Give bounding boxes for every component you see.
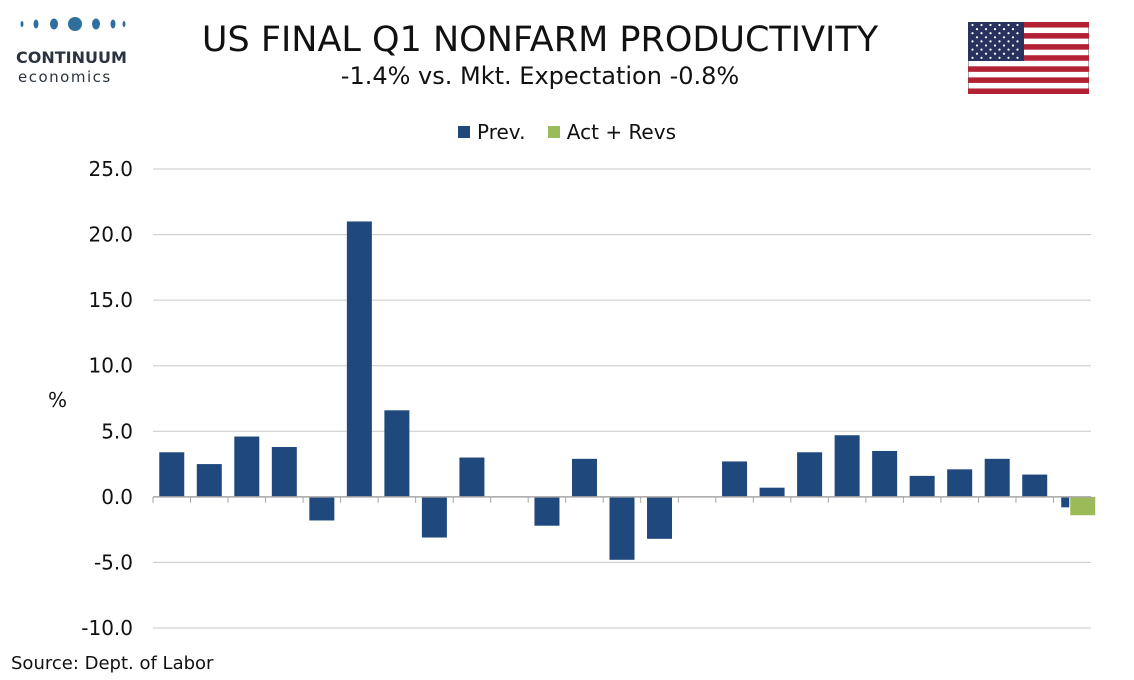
bar-prev bbox=[1061, 496, 1070, 508]
bar-prev bbox=[759, 487, 785, 497]
y-tick-label: 0.0 bbox=[101, 485, 133, 509]
y-tick-label: 25.0 bbox=[88, 157, 133, 181]
y-tick-label: 15.0 bbox=[88, 288, 133, 312]
legend-label-act: Act + Revs bbox=[566, 120, 676, 144]
bar-prev bbox=[909, 475, 935, 497]
bar-prev bbox=[271, 447, 297, 497]
legend-item-prev: Prev. bbox=[458, 120, 525, 144]
logo-name: CONTINUUM bbox=[16, 48, 127, 67]
bar-prev bbox=[872, 450, 898, 497]
bar-prev bbox=[984, 458, 1010, 497]
bar-prev bbox=[459, 457, 485, 497]
bar-act bbox=[1070, 496, 1096, 516]
bar-prev bbox=[1022, 474, 1048, 497]
y-tick-label: -5.0 bbox=[94, 550, 133, 574]
bar-prev bbox=[159, 452, 185, 497]
bar-prev bbox=[722, 461, 748, 497]
bar-prev bbox=[346, 221, 372, 497]
logo-subname: economics bbox=[18, 68, 112, 86]
y-tick-label: -10.0 bbox=[81, 616, 133, 640]
bar-prev bbox=[196, 464, 222, 497]
chart-legend: Prev. Act + Revs bbox=[0, 119, 1134, 144]
legend-swatch-act bbox=[547, 126, 560, 138]
legend-label-prev: Prev. bbox=[477, 120, 526, 144]
bar-prev bbox=[234, 436, 260, 497]
bar-prev bbox=[609, 496, 635, 560]
bar-prev bbox=[309, 496, 335, 521]
y-tick-label: 10.0 bbox=[88, 354, 133, 378]
bar-prev bbox=[421, 496, 447, 538]
legend-swatch-prev bbox=[458, 126, 470, 138]
y-tick-label: 5.0 bbox=[101, 419, 133, 443]
logo-dots-icon bbox=[20, 17, 126, 31]
bar-prev bbox=[647, 496, 673, 539]
chart-subtitle: -1.4% vs. Mkt. Expectation -0.8% bbox=[340, 62, 740, 90]
us-flag-icon bbox=[968, 22, 1089, 94]
bar-prev bbox=[834, 435, 860, 497]
bar-prev bbox=[797, 452, 823, 497]
bar-prev bbox=[534, 496, 560, 526]
source-note: Source: Dept. of Labor bbox=[11, 653, 214, 674]
y-tick-label: 20.0 bbox=[88, 223, 133, 247]
bar-prev bbox=[947, 469, 973, 497]
chart-title: US FINAL Q1 NONFARM PRODUCTIVITY bbox=[201, 20, 879, 60]
y-axis-label: % bbox=[48, 388, 68, 412]
bar-prev bbox=[384, 410, 410, 497]
continuum-logo: CONTINUUM economics bbox=[10, 12, 135, 86]
bar-prev bbox=[571, 458, 597, 497]
legend-item-act: Act + Revs bbox=[547, 120, 676, 144]
